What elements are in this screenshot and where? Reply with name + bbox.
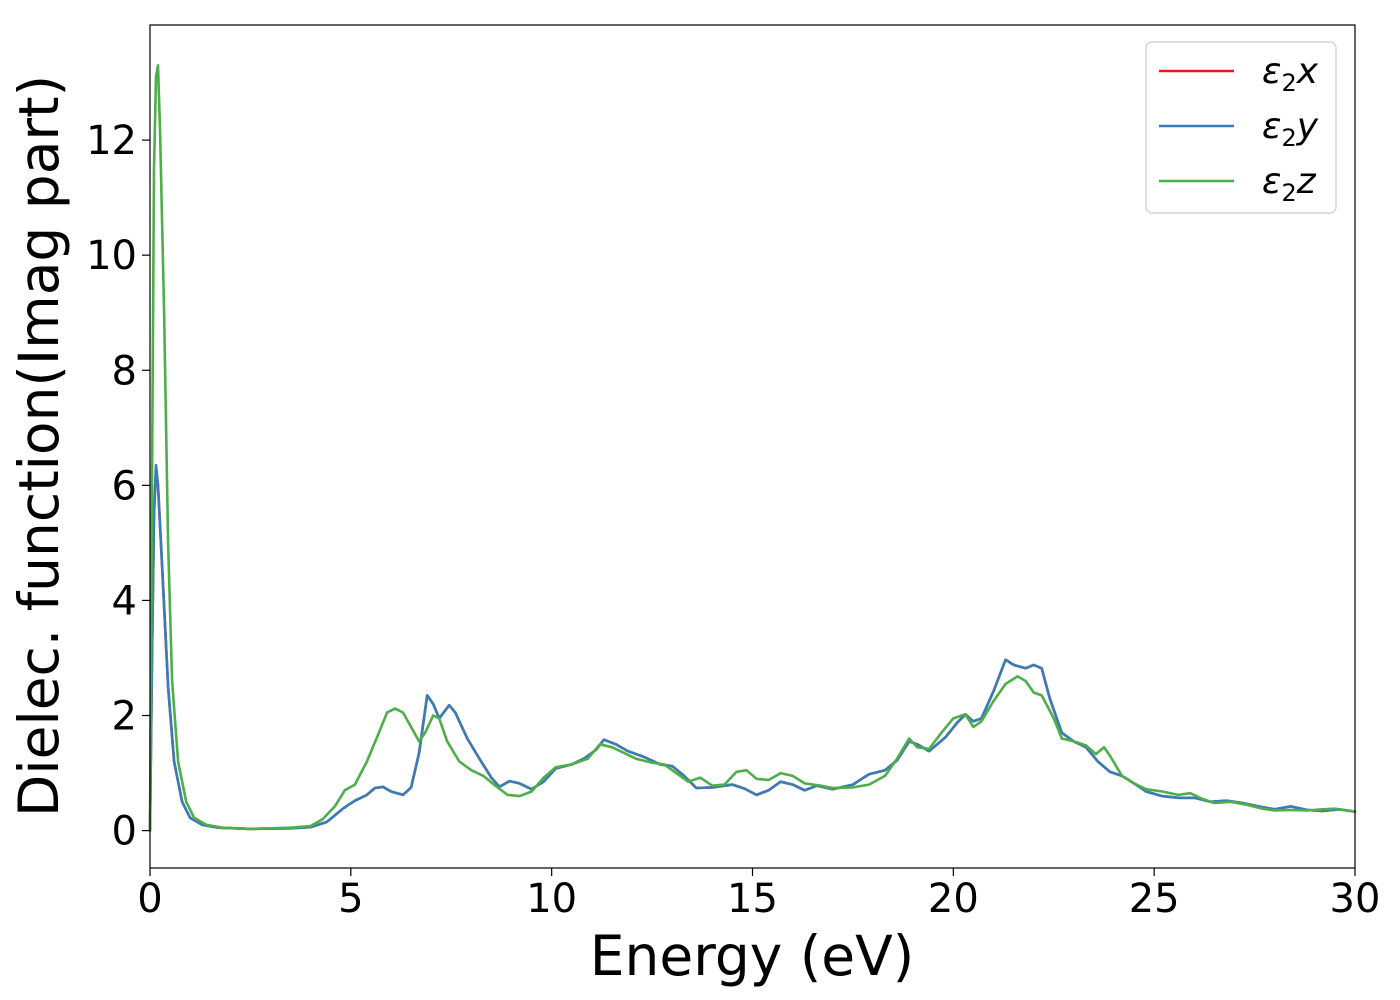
x-tick-label: 25 (1129, 876, 1180, 922)
legend-box (1145, 41, 1337, 214)
legend-label-1: ε2x (1262, 51, 1319, 97)
y-tick-label: 12 (86, 118, 137, 164)
x-tick-label: 5 (338, 876, 363, 922)
legend-label-2: ε2y (1262, 106, 1319, 152)
y-axis-label: Dielec. function(Imag part) (7, 75, 71, 817)
x-tick-label: 20 (928, 876, 979, 922)
x-tick-label: 30 (1330, 876, 1381, 922)
y-tick-label: 8 (112, 348, 137, 394)
x-tick-label: 15 (727, 876, 778, 922)
series-line-3 (148, 64, 1357, 832)
x-axis: 0 5 10 15 20 25 30 (137, 868, 1380, 922)
plot-lines (148, 64, 1357, 832)
y-tick-label: 10 (86, 233, 137, 279)
y-axis: 0 2 4 6 8 10 12 (86, 118, 150, 855)
y-tick-label: 6 (112, 463, 137, 509)
y-tick-label: 0 (112, 809, 137, 855)
x-tick-label: 0 (137, 876, 162, 922)
y-tick-label: 4 (112, 578, 137, 624)
legend: ε2x ε2y ε2z (1145, 41, 1337, 214)
series-line-2 (148, 463, 1357, 832)
y-tick-label: 2 (112, 694, 137, 740)
x-axis-label: Energy (eV) (590, 924, 914, 988)
legend-label-3: ε2z (1262, 161, 1317, 207)
x-tick-label: 10 (526, 876, 577, 922)
